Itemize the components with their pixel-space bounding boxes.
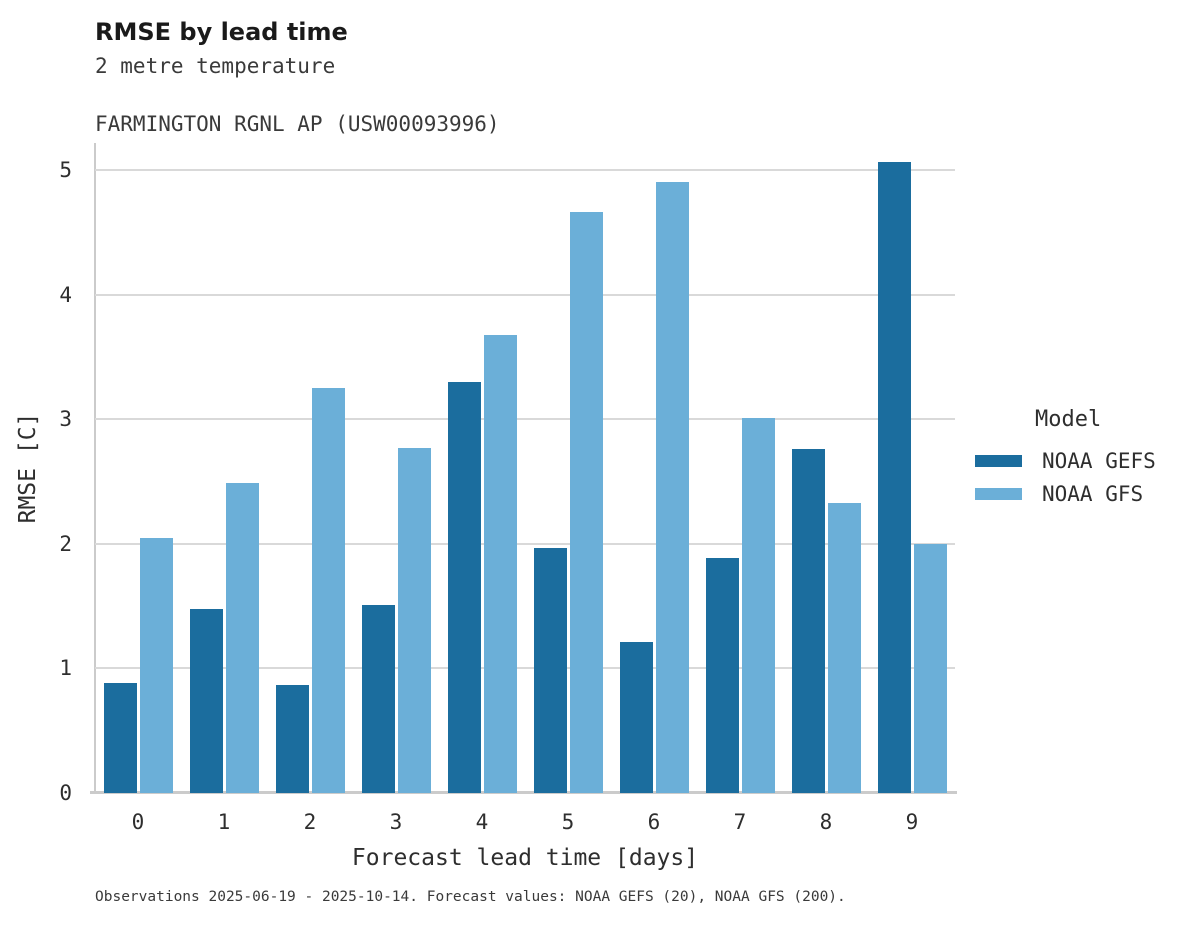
chart-subtitle-line-2: FARMINGTON RGNL AP (USW00093996) bbox=[95, 112, 500, 136]
x-axis-label: Forecast lead time [days] bbox=[351, 845, 699, 871]
x-axis-spine bbox=[90, 791, 957, 794]
y-tick-label-1: 1 bbox=[59, 656, 72, 681]
x-tick-label-1: 1 bbox=[217, 810, 231, 834]
legend-label-noaa-gefs: NOAA GEFS bbox=[1042, 448, 1156, 473]
legend-swatch-noaa-gfs bbox=[975, 487, 1022, 500]
chart-subtitle-line-1: 2 metre temperature bbox=[95, 54, 336, 78]
gridline-y-3 bbox=[95, 418, 955, 421]
y-tick-label-3: 3 bbox=[59, 407, 72, 432]
bar-noaa-gfs-lead-5 bbox=[569, 211, 603, 793]
y-tick-label-2: 2 bbox=[59, 531, 72, 556]
bar-noaa-gfs-lead-9 bbox=[913, 543, 947, 793]
bar-noaa-gfs-lead-2 bbox=[311, 388, 345, 793]
x-tick-label-7: 7 bbox=[733, 810, 747, 834]
bar-noaa-gfs-lead-8 bbox=[827, 502, 861, 793]
bar-noaa-gfs-lead-4 bbox=[483, 334, 517, 793]
legend-swatch-noaa-gefs bbox=[975, 454, 1022, 467]
bar-noaa-gefs-lead-7 bbox=[705, 557, 739, 793]
bar-noaa-gefs-lead-5 bbox=[533, 547, 567, 793]
gridline-y-1 bbox=[95, 667, 955, 670]
bar-noaa-gefs-lead-8 bbox=[791, 449, 825, 793]
x-tick-label-5: 5 bbox=[561, 810, 575, 834]
x-tick-label-0: 0 bbox=[131, 810, 145, 834]
legend-row-noaa-gfs: NOAA GFS bbox=[975, 477, 1156, 510]
bar-noaa-gefs-lead-1 bbox=[189, 608, 223, 793]
x-axis-ticks: 0 1 2 3 4 5 6 7 8 9 bbox=[95, 810, 955, 840]
legend: Model NOAA GEFS NOAA GFS bbox=[975, 407, 1156, 510]
bar-noaa-gfs-lead-7 bbox=[741, 418, 775, 793]
legend-row-noaa-gefs: NOAA GEFS bbox=[975, 444, 1156, 477]
y-axis-spine bbox=[94, 143, 96, 793]
y-tick-label-5: 5 bbox=[59, 158, 72, 183]
chart-subtitle: 2 metre temperature FARMINGTON RGNL AP (… bbox=[95, 52, 500, 139]
footer-note: Observations 2025-06-19 - 2025-10-14. Fo… bbox=[95, 889, 846, 905]
gridline-y-5 bbox=[95, 169, 955, 172]
gridline-y-4 bbox=[95, 293, 955, 296]
x-tick-label-8: 8 bbox=[819, 810, 833, 834]
legend-title: Model bbox=[1035, 407, 1102, 432]
chart-title: RMSE by lead time bbox=[95, 18, 348, 46]
bar-noaa-gefs-lead-2 bbox=[275, 684, 309, 793]
plot-area bbox=[90, 143, 957, 794]
x-tick-label-3: 3 bbox=[389, 810, 403, 834]
gridline-y-2 bbox=[95, 542, 955, 545]
bar-noaa-gefs-lead-3 bbox=[361, 604, 395, 793]
bar-noaa-gefs-lead-6 bbox=[619, 642, 653, 793]
legend-label-noaa-gfs: NOAA GFS bbox=[1042, 481, 1144, 506]
y-axis-ticks: 0 1 2 3 4 5 bbox=[0, 143, 78, 805]
y-tick-label-0: 0 bbox=[59, 781, 72, 805]
y-tick-label-4: 4 bbox=[59, 282, 72, 307]
bar-noaa-gfs-lead-3 bbox=[397, 448, 431, 793]
bar-noaa-gfs-lead-6 bbox=[655, 181, 689, 793]
x-tick-label-6: 6 bbox=[647, 810, 661, 834]
x-tick-label-4: 4 bbox=[475, 810, 489, 834]
bar-noaa-gfs-lead-1 bbox=[225, 482, 259, 793]
bar-noaa-gfs-lead-0 bbox=[139, 537, 173, 793]
bar-noaa-gefs-lead-0 bbox=[103, 683, 137, 793]
x-tick-label-9: 9 bbox=[905, 810, 919, 834]
bar-noaa-gefs-lead-4 bbox=[447, 382, 481, 793]
bar-noaa-gefs-lead-9 bbox=[877, 161, 911, 793]
x-tick-label-2: 2 bbox=[303, 810, 317, 834]
